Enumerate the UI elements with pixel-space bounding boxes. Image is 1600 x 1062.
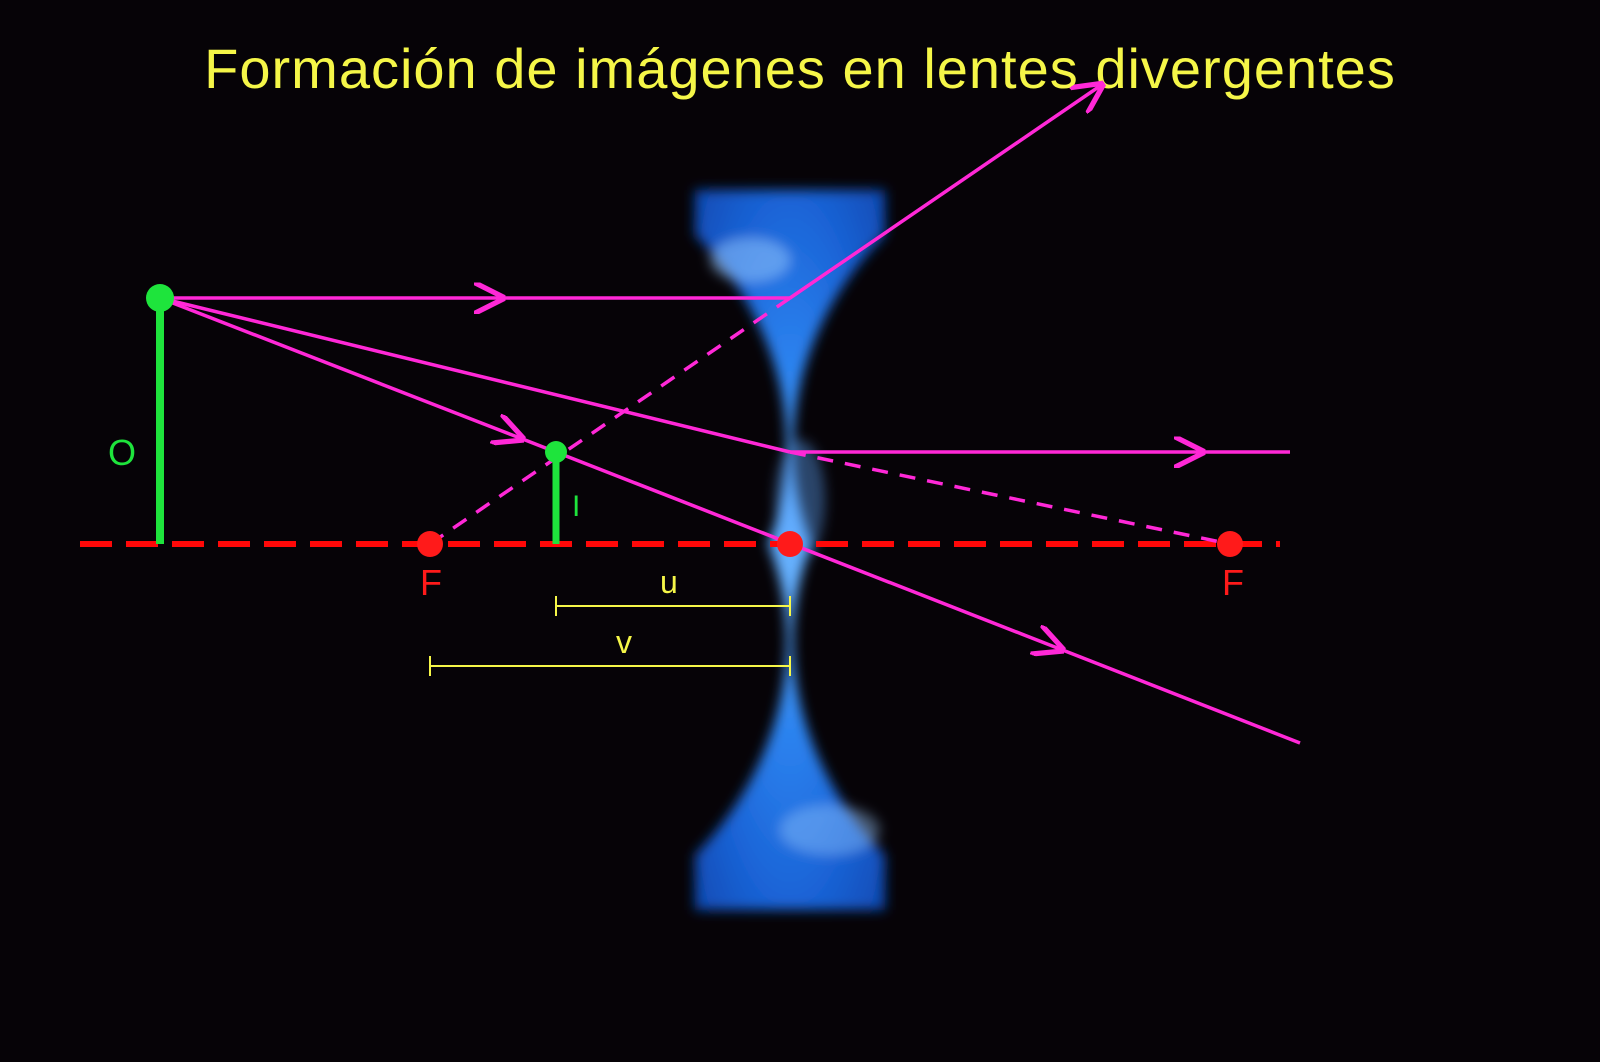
focal-left-label: F <box>420 562 442 604</box>
focal-left-dot <box>417 531 443 557</box>
lens-center-dot <box>777 531 803 557</box>
focal-right-dot <box>1217 531 1243 557</box>
ray-parallel-virtual <box>430 298 790 544</box>
ray-center-a <box>160 298 520 438</box>
image-label: I <box>572 490 580 524</box>
focal-right-label: F <box>1222 562 1244 604</box>
dimension-v <box>430 656 790 676</box>
ray-center-c <box>1060 649 1300 743</box>
ray-farfocus-incident <box>160 298 790 452</box>
object-tip-dot <box>146 284 174 312</box>
dimension-u-label: u <box>660 564 678 601</box>
object-label: O <box>108 432 136 474</box>
image-tip-dot <box>545 441 567 463</box>
dimension-v-label: v <box>616 624 632 661</box>
ray-farfocus-virtual <box>790 452 1230 544</box>
lens-diagram <box>0 0 1600 1062</box>
